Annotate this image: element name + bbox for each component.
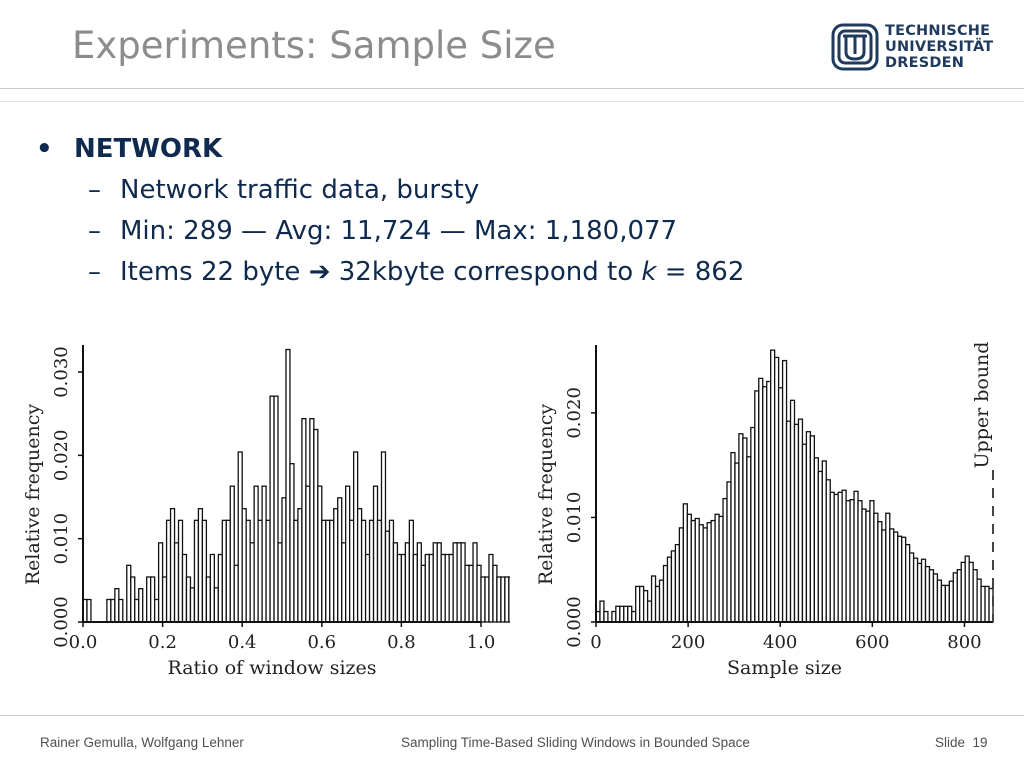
upper-bound-label: Upper bound: [971, 342, 993, 469]
y-tick-label: 0.010: [51, 513, 72, 565]
x-tick-label: 600: [855, 632, 889, 653]
arrow-icon: ➔: [308, 257, 331, 287]
header-rule: [0, 88, 1024, 89]
bullet-item: • NETWORK: [36, 132, 744, 172]
sub-item-text: Min: 289 — Avg: 11,724 — Max: 1,180,077: [120, 216, 678, 246]
histogram-bar: [508, 576, 510, 623]
x-tick-label: 800: [947, 632, 981, 653]
y-axis-label: Relative frequency: [535, 404, 557, 586]
y-tick-label: 0.030: [51, 346, 72, 398]
logo-line-2: UNIVERSITÄT: [885, 39, 994, 55]
histogram-bar: [86, 598, 92, 623]
sub-item-text: Network traffic data, bursty: [120, 175, 480, 205]
logo-line-3: DRESDEN: [885, 55, 965, 71]
x-tick-label: 0.6: [307, 632, 336, 653]
x-tick-label: 0.2: [148, 632, 177, 653]
y-tick-label: 0.020: [51, 430, 72, 482]
sub-item: – Items 22 byte ➔ 32kbyte correspond to k…: [88, 254, 744, 295]
x-tick-label: 1.0: [467, 632, 496, 653]
items-line-pre: Items 22 byte: [120, 257, 309, 287]
sub-marker: –: [88, 175, 101, 205]
sub-marker: –: [88, 257, 101, 287]
slide-label: Slide: [935, 735, 966, 750]
bullet-list: • NETWORK – Network traffic data, bursty –…: [36, 132, 744, 295]
histogram-bar: [138, 588, 144, 623]
x-tick-label: 200: [671, 632, 705, 653]
items-line-post: = 862: [656, 257, 745, 287]
university-logo: TECHNISCHE UNIVERSITÄT DRESDEN: [830, 22, 1000, 74]
items-line-mid: 32kbyte correspond to: [330, 257, 642, 287]
y-tick-label: 0.020: [564, 387, 585, 439]
footer-rule: [0, 715, 1024, 716]
sub-item: – Min: 289 — Avg: 11,724 — Max: 1,180,077: [88, 213, 744, 254]
y-tick-label: 0.010: [564, 492, 585, 544]
university-seal-icon: [831, 23, 879, 71]
sub-marker: –: [88, 216, 101, 246]
header-rule-secondary: [0, 101, 1024, 102]
footer-talk-title: Sampling Time-Based Sliding Windows in B…: [401, 735, 750, 750]
logo-line-1: TECHNISCHE: [885, 23, 991, 39]
k-symbol: k: [641, 257, 657, 287]
slide-number: 19: [972, 735, 988, 750]
histogram-bar: [603, 610, 609, 623]
x-tick-label: 0.8: [387, 632, 416, 653]
y-tick-label: 0.000: [51, 596, 72, 648]
sample-size-histogram-chart: 0 200 400 600 800 0.000 0.010 0.020 Sample size R…: [535, 342, 994, 679]
sub-item: – Network traffic data, bursty: [88, 172, 744, 213]
slide-title: Experiments: Sample Size: [72, 24, 556, 67]
x-axis-label: Ratio of window sizes: [167, 657, 376, 679]
y-axis-label: Relative frequency: [22, 404, 44, 586]
x-axis-label: Sample size: [727, 657, 842, 679]
histogram-bar: [118, 598, 124, 623]
x-tick-label: 0.4: [228, 632, 257, 653]
footer-slide-number: Slide 19: [935, 735, 988, 750]
bullet-text: NETWORK: [74, 134, 223, 164]
footer-authors: Rainer Gemulla, Wolfgang Lehner: [40, 735, 244, 750]
x-tick-label: 0.0: [69, 632, 98, 653]
bullet-marker: •: [36, 134, 53, 164]
y-tick-label: 0.000: [564, 596, 585, 648]
x-tick-label: 400: [763, 632, 797, 653]
ratio-histogram-chart: 0.0 0.2 0.4 0.6 0.8 1.0 0.000 0.010 0.020 0.030 Ra…: [22, 345, 510, 679]
x-tick-label: 0: [590, 632, 601, 653]
